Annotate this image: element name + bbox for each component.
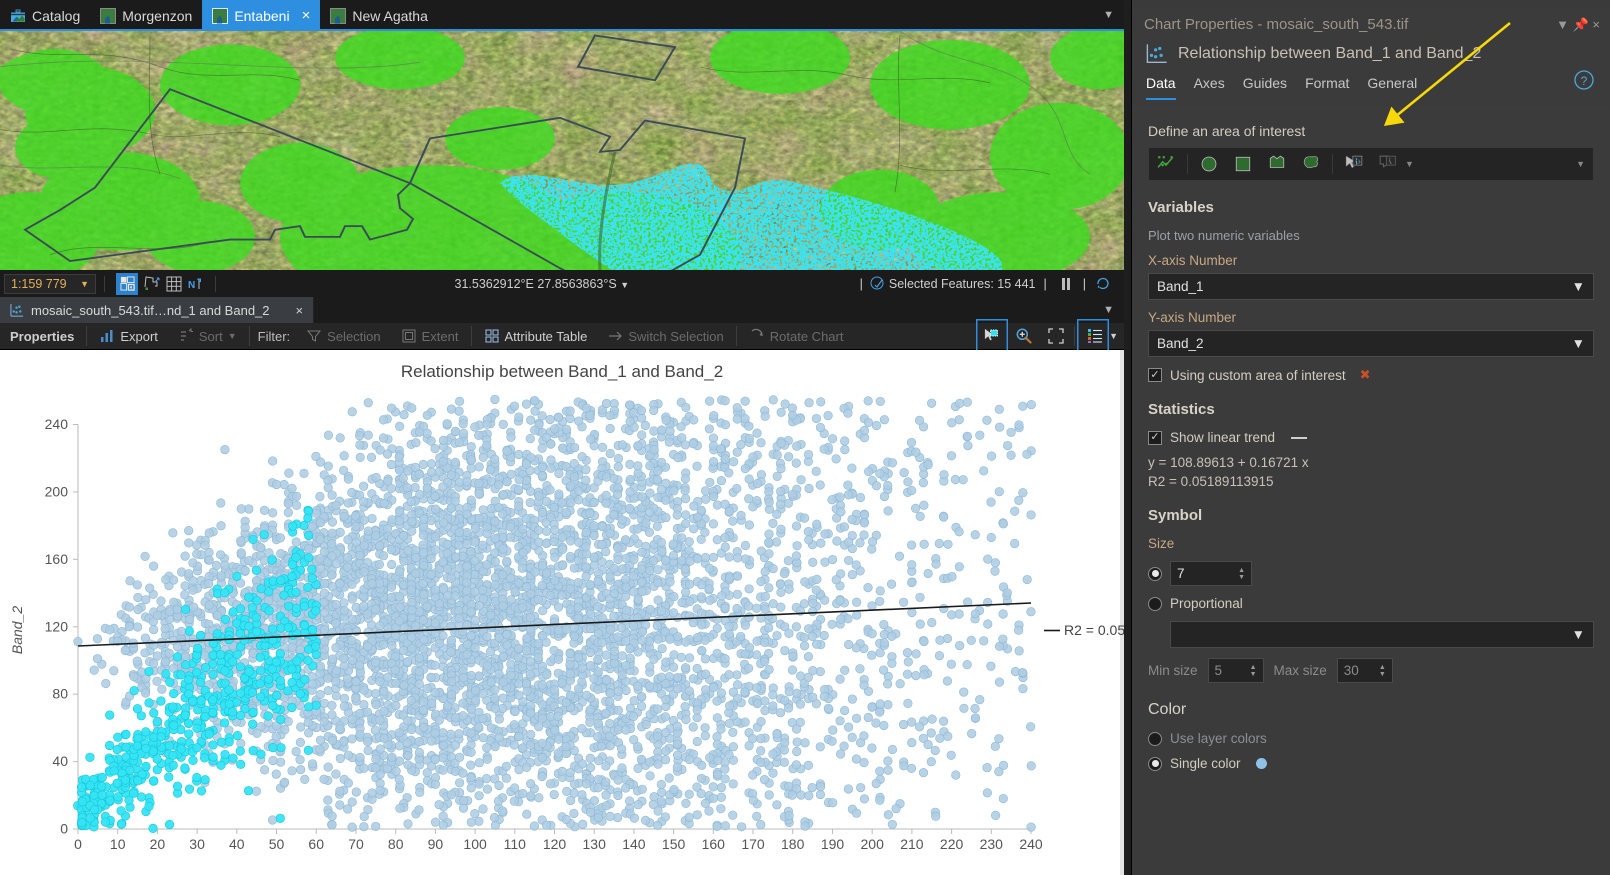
svg-text:120: 120	[543, 836, 567, 852]
svg-text:40: 40	[52, 753, 68, 769]
svg-text:20: 20	[150, 836, 166, 852]
svg-text:140: 140	[622, 836, 646, 852]
svg-text:N: N	[188, 280, 195, 291]
svg-text:110: 110	[504, 836, 527, 852]
svg-text:200: 200	[861, 836, 885, 852]
svg-text:70: 70	[348, 836, 364, 852]
svg-text:10: 10	[110, 836, 126, 852]
svg-text:210: 210	[900, 836, 924, 852]
svg-text:240: 240	[1019, 836, 1043, 852]
svg-text:150: 150	[662, 836, 686, 852]
svg-text:190: 190	[821, 836, 845, 852]
svg-text:0: 0	[60, 821, 68, 837]
svg-text:160: 160	[702, 836, 726, 852]
svg-text:200: 200	[45, 483, 69, 499]
svg-text:0: 0	[74, 836, 82, 852]
svg-text:160: 160	[45, 551, 69, 567]
svg-text:80: 80	[52, 686, 68, 702]
svg-text:90: 90	[428, 836, 444, 852]
svg-text:170: 170	[741, 836, 765, 852]
svg-text:30: 30	[189, 836, 205, 852]
svg-text:Band_2: Band_2	[9, 606, 25, 654]
svg-text:50: 50	[269, 836, 285, 852]
svg-text:80: 80	[388, 836, 404, 852]
svg-text:130: 130	[583, 836, 607, 852]
svg-text:40: 40	[229, 836, 245, 852]
svg-text:180: 180	[781, 836, 805, 852]
svg-text:220: 220	[940, 836, 964, 852]
svg-text:60: 60	[308, 836, 324, 852]
svg-text:230: 230	[980, 836, 1004, 852]
svg-text:240: 240	[45, 416, 69, 432]
svg-text:120: 120	[45, 618, 69, 634]
svg-text:100: 100	[463, 836, 487, 852]
